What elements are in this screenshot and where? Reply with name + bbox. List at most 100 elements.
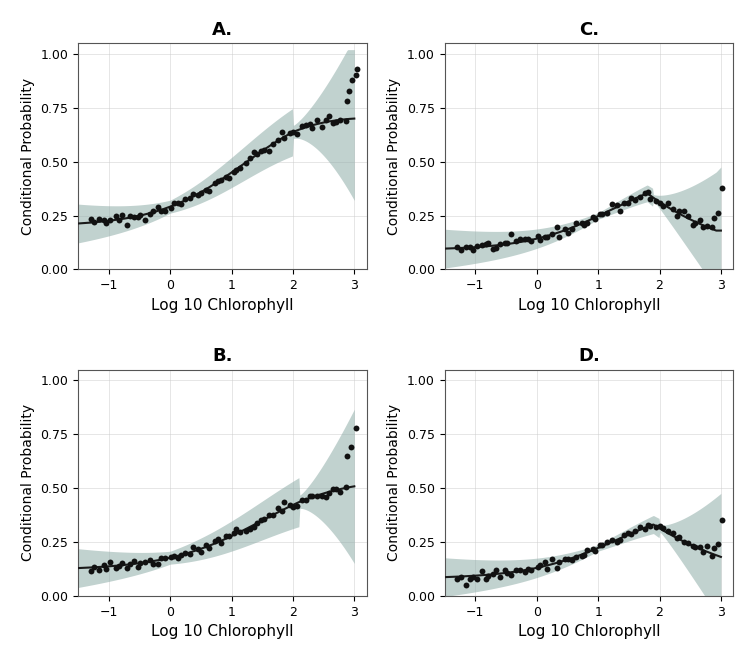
Point bbox=[234, 527, 247, 538]
Point bbox=[594, 209, 606, 220]
Point bbox=[578, 550, 590, 560]
Point bbox=[546, 229, 558, 240]
Point bbox=[334, 487, 346, 498]
Point bbox=[222, 173, 234, 183]
Point bbox=[716, 515, 728, 526]
Point bbox=[244, 153, 256, 164]
Point bbox=[526, 565, 538, 576]
Point bbox=[300, 494, 312, 505]
Point bbox=[682, 537, 694, 548]
Point bbox=[532, 231, 544, 242]
Point bbox=[615, 205, 627, 216]
Point bbox=[267, 139, 279, 149]
Point bbox=[645, 193, 657, 204]
Point bbox=[657, 201, 670, 211]
Point bbox=[263, 510, 275, 520]
Point bbox=[155, 206, 167, 216]
Point bbox=[630, 526, 642, 537]
Point bbox=[483, 570, 495, 581]
Point bbox=[706, 551, 719, 562]
Point bbox=[596, 209, 608, 219]
Point bbox=[277, 497, 290, 508]
Point bbox=[576, 218, 588, 228]
Point bbox=[147, 206, 159, 216]
Title: B.: B. bbox=[212, 347, 232, 366]
Point bbox=[553, 232, 566, 242]
Point bbox=[195, 187, 207, 198]
Point bbox=[255, 146, 267, 156]
Point bbox=[143, 554, 155, 565]
Point bbox=[505, 570, 517, 580]
Point bbox=[687, 219, 699, 230]
Point bbox=[495, 238, 507, 249]
X-axis label: Log 10 Chlorophyll: Log 10 Chlorophyll bbox=[518, 624, 661, 639]
Point bbox=[490, 565, 502, 576]
Point bbox=[234, 163, 247, 174]
Point bbox=[601, 537, 613, 547]
Point bbox=[98, 560, 110, 571]
Point bbox=[589, 546, 601, 556]
Point bbox=[570, 218, 582, 228]
Point bbox=[671, 211, 683, 221]
Point bbox=[139, 214, 151, 225]
Point bbox=[172, 197, 184, 208]
Point bbox=[203, 185, 215, 196]
Point bbox=[682, 211, 694, 221]
Point bbox=[127, 211, 139, 222]
Point bbox=[594, 539, 606, 550]
Point bbox=[251, 518, 263, 529]
Point bbox=[639, 187, 651, 198]
Point bbox=[291, 128, 303, 139]
Point bbox=[320, 115, 332, 126]
Point bbox=[124, 558, 136, 569]
Point bbox=[532, 562, 544, 573]
Point bbox=[147, 559, 159, 570]
Point bbox=[228, 527, 240, 538]
Point bbox=[109, 562, 121, 573]
Point bbox=[165, 202, 177, 213]
Point bbox=[113, 214, 125, 225]
Point bbox=[175, 549, 187, 560]
Point bbox=[706, 222, 719, 232]
Point bbox=[116, 558, 128, 568]
Point bbox=[121, 220, 133, 230]
Point bbox=[490, 242, 502, 253]
Point bbox=[184, 549, 196, 560]
X-axis label: Log 10 Chlorophyll: Log 10 Chlorophyll bbox=[151, 624, 293, 639]
Title: A.: A. bbox=[212, 21, 233, 39]
Point bbox=[615, 535, 627, 545]
Point bbox=[452, 242, 464, 252]
Point bbox=[697, 222, 709, 232]
Point bbox=[212, 534, 224, 544]
Point bbox=[165, 552, 177, 562]
Point bbox=[464, 574, 477, 584]
Point bbox=[470, 241, 483, 251]
Point bbox=[538, 556, 550, 567]
Point bbox=[694, 542, 706, 552]
Point bbox=[323, 488, 335, 498]
Point bbox=[581, 218, 593, 228]
Point bbox=[179, 193, 192, 204]
Point bbox=[323, 111, 335, 121]
Point bbox=[343, 85, 355, 96]
Point bbox=[712, 208, 724, 218]
Point bbox=[650, 195, 662, 206]
Point bbox=[210, 536, 222, 546]
Point bbox=[88, 217, 100, 228]
Point bbox=[98, 215, 110, 226]
Point bbox=[306, 490, 318, 501]
Point bbox=[315, 491, 327, 502]
Point bbox=[152, 558, 164, 569]
Point bbox=[513, 565, 526, 576]
Point bbox=[499, 238, 511, 248]
Point bbox=[589, 214, 601, 224]
Point bbox=[707, 213, 719, 223]
Point bbox=[167, 550, 179, 561]
Point bbox=[535, 560, 547, 571]
Point bbox=[350, 422, 362, 433]
Point bbox=[559, 554, 571, 564]
Point bbox=[230, 165, 242, 176]
Point bbox=[519, 566, 531, 577]
Point bbox=[341, 96, 353, 107]
Point bbox=[576, 550, 588, 561]
